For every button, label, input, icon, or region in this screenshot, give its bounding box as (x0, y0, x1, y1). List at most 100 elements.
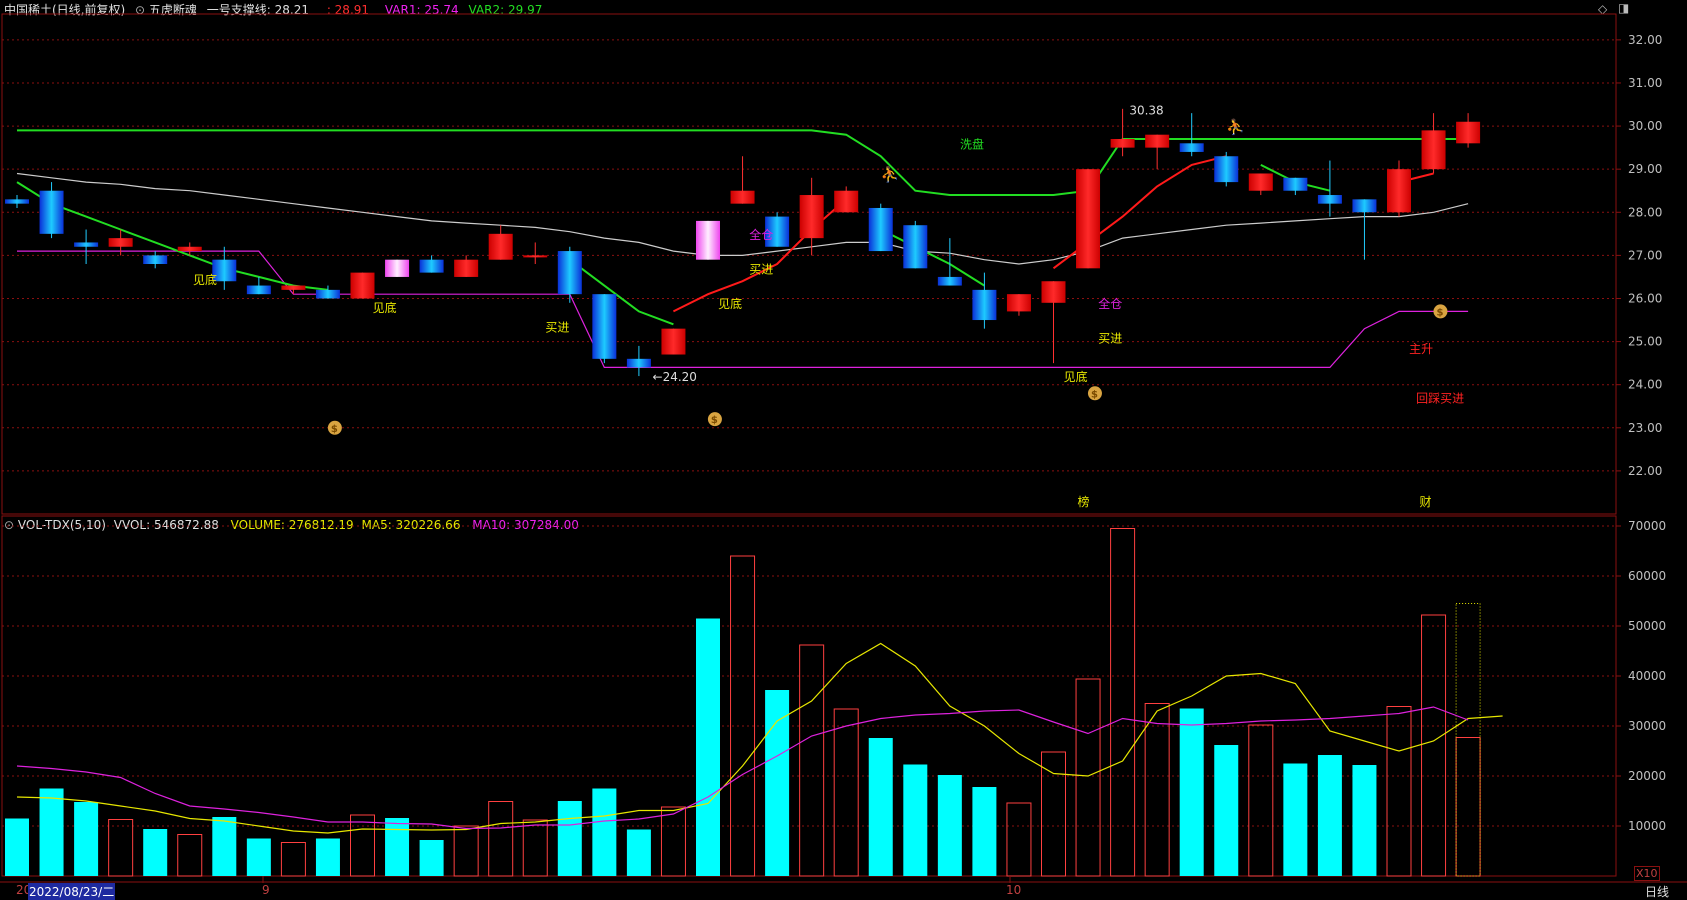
volume-bar (385, 818, 410, 876)
candle-body (1041, 281, 1066, 303)
price-tick-label: 30.00 (1628, 119, 1662, 133)
candle-body (523, 255, 548, 258)
volume-bar (1317, 755, 1342, 876)
volume-ma5-line (16, 642, 1503, 834)
volume-bar (1041, 751, 1066, 877)
signal-label: 见底 (373, 300, 397, 315)
signal-label: 买进 (545, 321, 569, 335)
indicator-toggle-icon[interactable]: ⊙ (135, 3, 146, 17)
volume-tick-label: 60000 (1628, 569, 1666, 583)
money-bag-symbol: $ (331, 424, 338, 435)
candle-body (1076, 169, 1101, 269)
candle-body (74, 242, 99, 247)
candle-body (315, 289, 340, 299)
candle-body (730, 190, 755, 204)
volume-bar (660, 806, 686, 877)
candle-body (454, 259, 479, 277)
volume-bar (522, 819, 548, 877)
volume-bar (1214, 745, 1239, 876)
indicator-line-green_down2 (569, 258, 674, 326)
candle-body (246, 285, 271, 295)
candle-body (696, 220, 720, 260)
month-10-label: 10 (1006, 883, 1022, 897)
volume-indicator-name[interactable]: VOL-TDX(5,10) (17, 518, 106, 532)
candle-body (1352, 199, 1377, 213)
ma10-value: MA10: 307284.00 (472, 518, 579, 532)
candle-body (108, 238, 133, 247)
signal-label: 见底 (1064, 369, 1088, 384)
candle-body (143, 255, 168, 264)
volume-bar (937, 775, 962, 876)
candle-body (350, 272, 375, 299)
indicator-line-green_down1 (16, 181, 329, 291)
price-tick-label: 31.00 (1628, 76, 1662, 90)
volume-ma10-line (16, 706, 1469, 830)
volume-value: VOLUME: 276812.19 (230, 518, 354, 532)
volume-tick-label: 20000 (1628, 769, 1666, 783)
candle-body (937, 276, 962, 286)
volume-tick-label: 30000 (1628, 719, 1666, 733)
volume-bar (1179, 708, 1204, 876)
volume-bar (143, 829, 168, 876)
volume-bar (868, 738, 893, 876)
volume-bar (108, 819, 134, 877)
volume-bar (1386, 706, 1412, 877)
money-bag-icon (327, 420, 342, 435)
volume-bar (592, 788, 617, 876)
volume-bar (1006, 802, 1032, 877)
runner-icon: ⛹ (1226, 117, 1245, 136)
date-stub: 20 (16, 883, 32, 897)
diamond-icon[interactable]: ◇ (1598, 2, 1608, 16)
volume-bar (177, 834, 203, 877)
volume-bar (765, 690, 790, 876)
volume-bar (1110, 528, 1136, 877)
candle-body (626, 358, 651, 368)
volume-bar (626, 829, 651, 876)
indicator-line-green_down3 (880, 228, 985, 287)
volume-header: ⊙ VOL-TDX(5,10) VVOL: 546872.88 VOLUME: … (4, 518, 579, 532)
candle-body (1387, 169, 1411, 213)
candle-body (834, 190, 859, 213)
candle-body (1421, 130, 1446, 170)
volume-bar (246, 838, 271, 876)
period-label[interactable]: 日线 (1645, 885, 1670, 899)
candle-body (661, 328, 686, 355)
window-restore-icon[interactable]: ◨ (1618, 1, 1630, 15)
volume-bar (5, 818, 29, 876)
volume-bar (488, 801, 514, 877)
time-axis: 20 2022/08/23/二 9 10 日线 (0, 883, 1687, 900)
volume-bar (350, 814, 375, 877)
volume-tick-label: 40000 (1628, 669, 1666, 683)
volume-bar (315, 838, 340, 876)
volume-bar (1283, 763, 1308, 876)
month-9-label: 9 (262, 883, 270, 897)
candle-body (557, 251, 582, 295)
money-bag-symbol: $ (1436, 307, 1443, 318)
signal-label: 洗盘 (960, 136, 984, 151)
indicator-line-white (16, 172, 1469, 265)
candle-body (488, 233, 513, 260)
candle-body (1145, 134, 1170, 148)
indicator-line-green_upper (17, 129, 1469, 196)
candle-body (419, 259, 444, 273)
signal-label: 见底 (193, 272, 217, 287)
candle-body (1317, 195, 1342, 204)
candle-body (1179, 143, 1204, 152)
candle-body (281, 285, 306, 290)
signal-label: 回踩买进 (1416, 392, 1464, 406)
signal-label: 买进 (1098, 331, 1122, 345)
candle-body (1110, 139, 1135, 148)
candle-body (39, 190, 64, 234)
candle-body (972, 289, 997, 321)
volume-bar (1455, 737, 1481, 877)
runner-icon: ⛹ (881, 164, 900, 183)
volume-bar (1144, 703, 1170, 877)
price-tick-label: 25.00 (1628, 335, 1662, 349)
candle-body (1456, 121, 1481, 144)
volume-bar (833, 708, 859, 877)
price-tick-label: 23.00 (1628, 421, 1662, 435)
signal-label: 全仓 (1098, 296, 1122, 311)
price-panel-border (1, 13, 1617, 515)
volume-toggle-icon[interactable]: ⊙ (4, 518, 15, 532)
